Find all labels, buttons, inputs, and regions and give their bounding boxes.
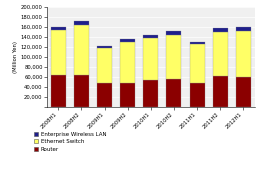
Bar [120,42,135,83]
Bar [236,27,251,31]
Bar [143,35,158,38]
Bar [51,30,66,75]
Bar [166,35,181,79]
Bar [213,32,228,76]
Bar [51,75,66,107]
Bar [51,27,66,30]
Bar [97,45,112,48]
Bar [236,31,251,77]
Bar [213,28,228,32]
Bar [190,42,205,44]
Bar [120,83,135,107]
Bar [143,80,158,107]
Bar [166,31,181,35]
Y-axis label: (Million Yen): (Million Yen) [13,41,18,73]
Bar [74,75,89,107]
Bar [166,79,181,107]
Bar [213,76,228,107]
Bar [74,25,89,75]
Bar [97,83,112,107]
Legend: Enterprise Wireless LAN, Ethernet Switch, Router: Enterprise Wireless LAN, Ethernet Switch… [34,132,106,152]
Bar [190,83,205,107]
Bar [97,48,112,83]
Bar [236,77,251,107]
Bar [120,39,135,42]
Bar [143,38,158,80]
Bar [190,44,205,83]
Bar [74,21,89,25]
